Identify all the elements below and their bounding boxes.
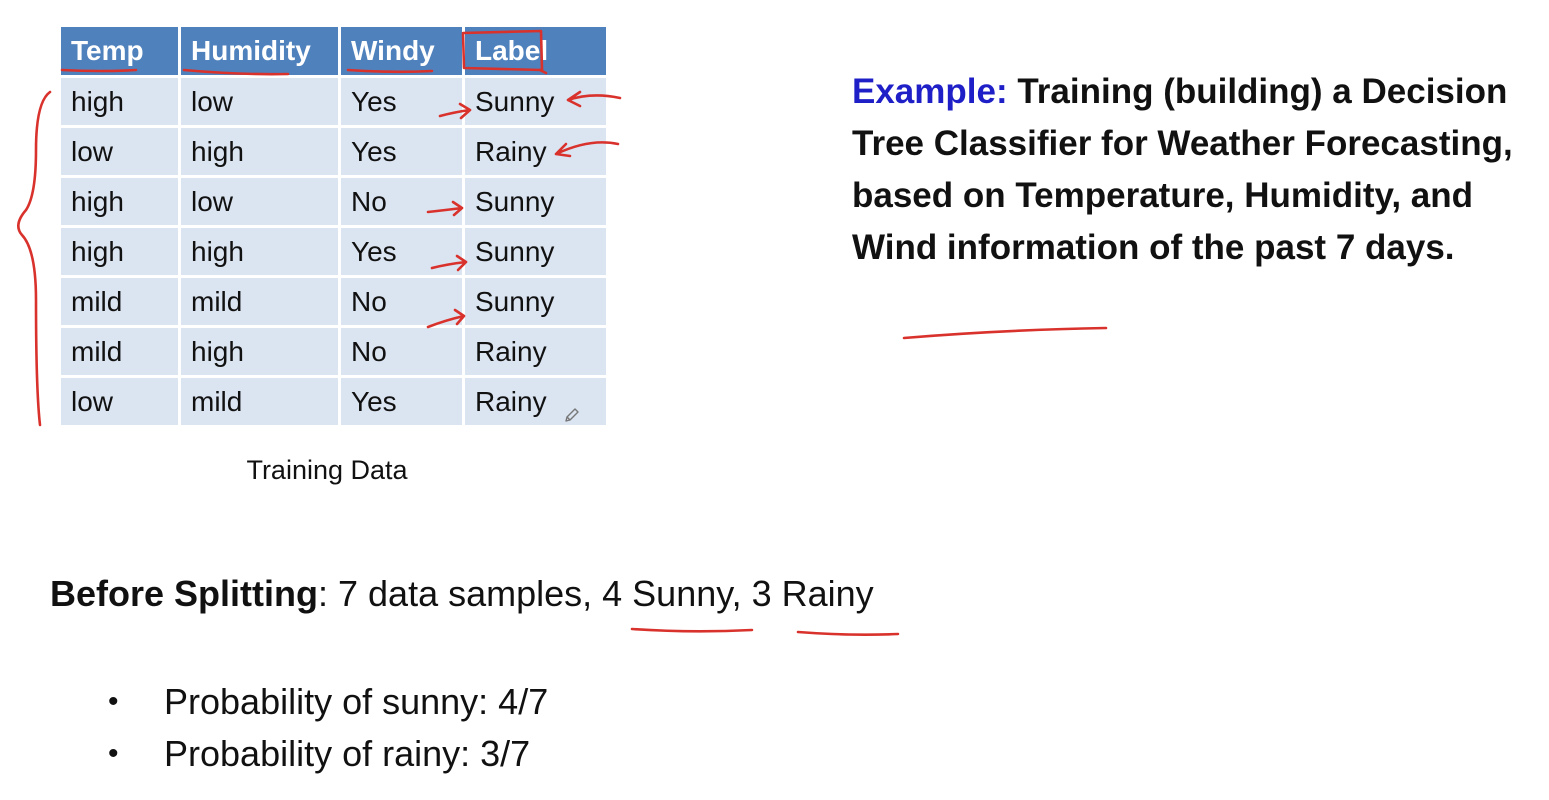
table-row: high low No Sunny <box>58 175 609 228</box>
table-caption: Training Data <box>246 455 408 485</box>
brace-rows <box>17 90 52 427</box>
cell-windy: Yes <box>338 75 465 128</box>
underline-past-7-days <box>902 326 1108 340</box>
cell-temp: low <box>58 125 181 178</box>
probability-list: • Probability of sunny: 4/7 • Probabilit… <box>108 676 548 780</box>
cell-humidity: high <box>178 225 341 278</box>
cell-humidity: low <box>178 175 341 228</box>
example-label: Example: <box>852 72 1008 111</box>
cell-temp: mild <box>58 275 181 328</box>
bullet: • <box>108 737 119 770</box>
example-description: Example: Training (building) a Decision … <box>852 66 1532 274</box>
header-temp: Temp <box>58 24 181 78</box>
cell-label: Sunny <box>462 225 609 278</box>
cell-windy: No <box>338 275 465 328</box>
table-row: low high Yes Rainy <box>58 125 609 178</box>
list-item: • Probability of rainy: 3/7 <box>108 728 548 780</box>
cell-label: Rainy <box>462 125 609 178</box>
cell-windy: Yes <box>338 225 465 278</box>
before-splitting-summary: Before Splitting: 7 data samples, 4 Sunn… <box>50 573 874 615</box>
cell-humidity: high <box>178 125 341 178</box>
pencil-icon[interactable] <box>562 405 582 425</box>
cell-temp: low <box>58 375 181 428</box>
before-splitting-text: : 7 data samples, 4 Sunny, 3 Rainy <box>318 573 874 614</box>
cell-humidity: mild <box>178 375 341 428</box>
cell-windy: Yes <box>338 375 465 428</box>
header-humidity: Humidity <box>178 24 341 78</box>
cell-label: Sunny <box>462 75 609 128</box>
cell-windy: No <box>338 325 465 378</box>
table-row: mild high No Rainy <box>58 325 609 378</box>
probability-sunny: Probability of sunny: 4/7 <box>164 681 549 722</box>
list-item: • Probability of sunny: 4/7 <box>108 676 548 728</box>
cell-label: Rainy <box>462 375 609 428</box>
cell-temp: high <box>58 225 181 278</box>
table-row: high high Yes Sunny <box>58 225 609 278</box>
cell-humidity: mild <box>178 275 341 328</box>
cell-temp: high <box>58 75 181 128</box>
header-windy: Windy <box>338 24 465 78</box>
cell-humidity: high <box>178 325 341 378</box>
example-text: Training (building) a Decision Tree Clas… <box>852 72 1513 267</box>
table-row: mild mild No Sunny <box>58 275 609 328</box>
probability-rainy: Probability of rainy: 3/7 <box>164 733 531 774</box>
cell-label: Sunny <box>462 275 609 328</box>
header-label: Label <box>462 24 609 78</box>
cell-label: Rainy <box>462 325 609 378</box>
table-header-row: Temp Humidity Windy Label <box>58 24 609 78</box>
table-row: low mild Yes Rainy <box>58 375 609 428</box>
bullet: • <box>108 685 119 718</box>
cell-windy: No <box>338 175 465 228</box>
training-data-table: Temp Humidity Windy Label high low Yes S… <box>58 24 609 428</box>
underline-3-rainy <box>796 630 900 636</box>
cell-windy: Yes <box>338 125 465 178</box>
cell-label: Sunny <box>462 175 609 228</box>
table-row: high low Yes Sunny <box>58 75 609 128</box>
cell-humidity: low <box>178 75 341 128</box>
cell-temp: mild <box>58 325 181 378</box>
before-splitting-label: Before Splitting <box>50 573 318 614</box>
cell-temp: high <box>58 175 181 228</box>
underline-4-sunny <box>630 627 754 633</box>
